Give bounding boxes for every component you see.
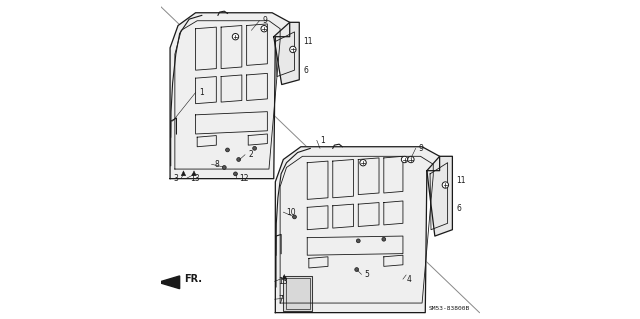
Text: SM53-83800B: SM53-83800B [429, 306, 470, 311]
Polygon shape [181, 171, 186, 176]
Polygon shape [427, 156, 452, 236]
Text: 1: 1 [199, 88, 204, 97]
Text: 2: 2 [248, 150, 253, 159]
Text: 11: 11 [456, 176, 466, 185]
Text: 7: 7 [278, 295, 283, 304]
Circle shape [408, 156, 414, 163]
Text: 13: 13 [190, 174, 200, 182]
Text: 8: 8 [215, 160, 220, 169]
Polygon shape [275, 147, 440, 313]
Text: 13: 13 [278, 277, 287, 286]
Circle shape [225, 148, 229, 152]
Polygon shape [170, 13, 290, 179]
Circle shape [261, 26, 268, 32]
Circle shape [382, 237, 386, 241]
Circle shape [292, 215, 296, 219]
Text: 9: 9 [419, 144, 424, 153]
Circle shape [253, 146, 257, 150]
Polygon shape [158, 276, 180, 289]
Text: 10: 10 [287, 208, 296, 217]
Polygon shape [284, 276, 312, 311]
Text: 11: 11 [303, 37, 313, 46]
Text: 12: 12 [239, 174, 249, 182]
Circle shape [401, 156, 408, 163]
Polygon shape [282, 274, 287, 279]
Circle shape [290, 46, 296, 53]
Text: FR.: FR. [184, 274, 202, 284]
Text: 6: 6 [456, 204, 461, 213]
Text: 6: 6 [303, 66, 308, 75]
Polygon shape [192, 171, 196, 176]
Circle shape [356, 239, 360, 243]
Circle shape [234, 172, 237, 176]
Text: 9: 9 [262, 16, 268, 25]
Circle shape [232, 33, 239, 40]
Polygon shape [274, 22, 300, 85]
Circle shape [442, 182, 449, 188]
Text: 1: 1 [320, 136, 324, 145]
Circle shape [222, 166, 226, 169]
Text: 4: 4 [406, 275, 411, 284]
Circle shape [360, 160, 366, 166]
Circle shape [237, 158, 241, 161]
Circle shape [355, 268, 358, 271]
Text: 5: 5 [365, 270, 369, 279]
Text: 3: 3 [173, 174, 178, 182]
